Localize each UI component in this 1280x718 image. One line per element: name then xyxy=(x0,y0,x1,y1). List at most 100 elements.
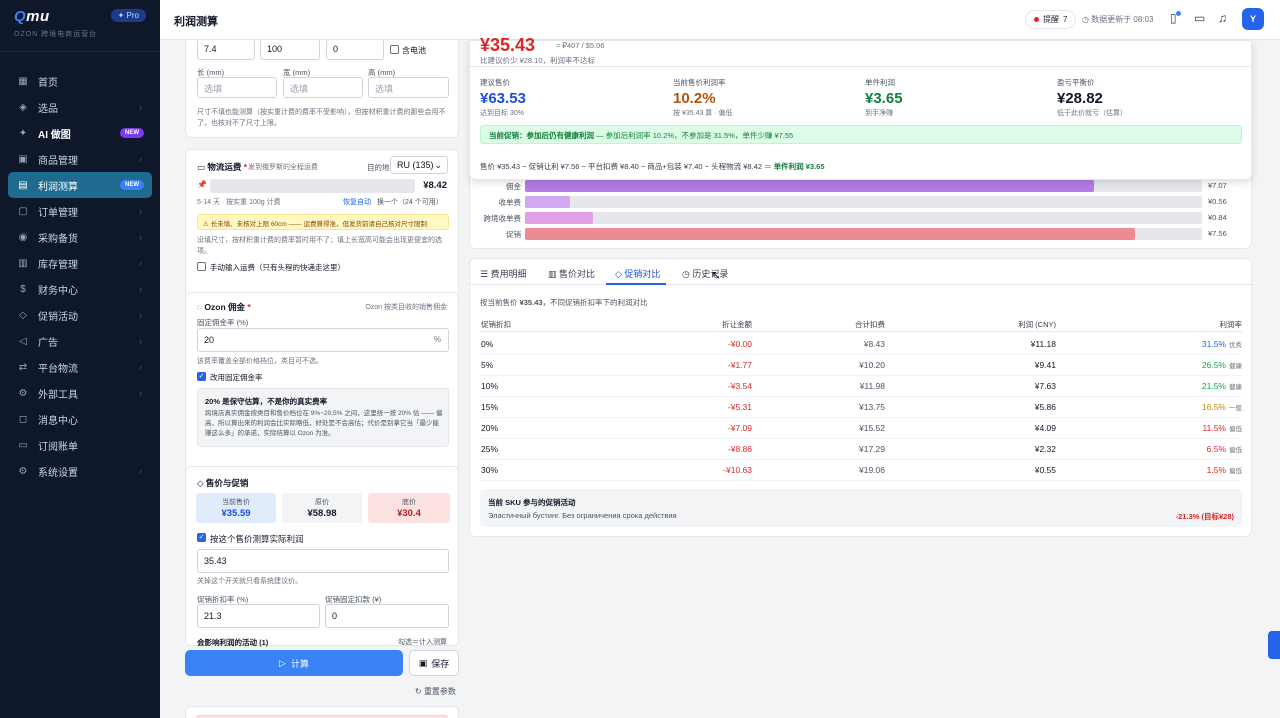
chevron-right-icon: › xyxy=(139,284,142,294)
commission-rate-input[interactable]: 20% xyxy=(197,328,449,352)
nav-icon: ▦ xyxy=(18,75,28,87)
chevron-right-icon: › xyxy=(139,336,142,346)
sidebar-item-10[interactable]: ◁ 广告 › xyxy=(8,328,152,354)
sidebar-item-6[interactable]: ◉ 采购备货 › xyxy=(8,224,152,250)
chat-icon[interactable]: ▭ xyxy=(1194,11,1206,25)
nav-icon: ◈ xyxy=(19,101,27,113)
fixed-deduction-input[interactable]: 0 xyxy=(325,604,449,628)
reminder-button[interactable]: 提醒 7 xyxy=(1025,10,1077,29)
weight-input[interactable]: 7.4 xyxy=(197,40,255,60)
affecting-activities-label: 会影响利润的活动 (1) xyxy=(197,638,269,647)
current-price-box: 当前售价 ¥35.59 xyxy=(196,493,276,523)
metric-3: 盈亏平衡价 ¥28.82 低于此价就亏（估算） xyxy=(1057,77,1127,118)
use-fixed-commission-label: 改用固定佣金率 xyxy=(210,373,263,382)
height-label: 高 (mm) xyxy=(368,68,396,77)
extra-input[interactable]: 0 xyxy=(326,40,384,60)
cell-margin: 16.5% 一般 xyxy=(1201,402,1242,412)
sidebar-item-0[interactable]: ▦ 首页 xyxy=(8,68,152,94)
pro-badge[interactable]: ✦ Pro xyxy=(110,9,146,22)
list-icon: ☰ xyxy=(480,269,491,279)
tab-promo-compare[interactable]: ◇ 促销对比 xyxy=(615,269,661,279)
sidebar-item-label: AI 做图 xyxy=(38,129,71,141)
sidebar-item-3[interactable]: ▣ 商品管理 › xyxy=(8,146,152,172)
metric-sub: 低于此价就亏（估算） xyxy=(1057,110,1127,117)
nav-icon: ▤ xyxy=(18,179,28,191)
use-fixed-commission-checkbox[interactable]: ✓ xyxy=(197,372,206,381)
sidebar-item-label: 选品 xyxy=(38,103,58,115)
tab-fee-details[interactable]: ☰ 费用明细 xyxy=(480,269,527,279)
avatar[interactable]: Y xyxy=(1242,8,1264,30)
chevron-right-icon: › xyxy=(139,310,142,320)
current-price-label: 当前售价 xyxy=(222,499,250,506)
sidebar-item-7[interactable]: ▥ 库存管理 › xyxy=(8,250,152,276)
header-discount-amount: 折让金额 xyxy=(722,320,752,329)
commission-box-text: 跨境店真实佣金按类目和售价档位在 9%~20.5% 之间，这里统一按 20% 估… xyxy=(205,410,443,437)
nav-icon: ✦ xyxy=(18,127,28,139)
calculate-button[interactable]: ▷ 计算 xyxy=(185,650,403,676)
fee-bar-fill xyxy=(525,212,593,224)
metric-label: 当前售价利润率 xyxy=(673,78,726,87)
chevron-right-icon: › xyxy=(139,206,142,216)
reset-params-button[interactable]: ↻ 重置参数 xyxy=(415,687,456,696)
discount-rate-input[interactable]: 21.3 xyxy=(197,604,320,628)
next-card xyxy=(185,706,459,718)
switch-carrier-link[interactable]: 换一个（24 个可用） xyxy=(377,199,443,206)
sidebar-item-5[interactable]: ▢ 订单管理 › xyxy=(8,198,152,224)
cell-discount-amount: -¥5.31 xyxy=(727,402,752,412)
sidebar-item-1[interactable]: ◈ 选品 › xyxy=(8,94,152,120)
sidebar-item-15[interactable]: ⚙ 系统设置 › xyxy=(8,458,152,484)
sale-price-input[interactable]: 35.43 xyxy=(197,549,449,573)
metric-label: 盈亏平衡价 xyxy=(1057,78,1095,87)
params-column: 7.4 100 0 含电池 长 (mm) 宽 (mm) 高 (mm) 选填 选填… xyxy=(185,40,459,718)
margin-tag: 优秀 xyxy=(1229,342,1242,349)
sidebar-item-2[interactable]: ✦ AI 做图 NEW xyxy=(8,120,152,146)
converted-price: ≈ ₽407 / $5.06 xyxy=(556,41,605,50)
width-input[interactable]: 选填 xyxy=(283,77,363,98)
sidebar-item-label: 系统设置 xyxy=(38,467,78,479)
battery-checkbox[interactable] xyxy=(390,45,399,54)
save-button[interactable]: ▣ 保存 xyxy=(409,650,459,676)
restore-auto-link[interactable]: 恢复自动 xyxy=(343,199,371,206)
discount-rate-label: 促销折扣率 (%) xyxy=(197,595,249,604)
margin-tag: 偏低 xyxy=(1229,447,1242,454)
sidebar-item-12[interactable]: ⚙ 外部工具 › xyxy=(8,380,152,406)
calc-by-price-checkbox[interactable]: ✓ xyxy=(197,533,206,542)
nav-icon: ▭ xyxy=(18,439,28,451)
sidebar-item-13[interactable]: ◻ 消息中心 xyxy=(8,406,152,432)
length-input[interactable]: 选填 xyxy=(197,77,277,98)
shipping-meta: 5-14 天 · 按实重 100g 计费 xyxy=(197,199,281,206)
activity-value: -21.3% (目标¥28) xyxy=(1175,512,1234,521)
logo[interactable]: Qmu xyxy=(14,8,50,25)
original-price-value: ¥58.98 xyxy=(307,508,337,519)
sidebar-item-label: 订单管理 xyxy=(38,207,78,219)
sidebar-item-label: 库存管理 xyxy=(38,259,78,271)
fee-bar-row: 跨境收单费 ¥0.84 xyxy=(470,212,1253,224)
sidebar-item-8[interactable]: $ 财务中心 › xyxy=(8,276,152,302)
manual-shipping-checkbox[interactable] xyxy=(197,262,206,271)
manual-shipping-label: 手动输入运费（只有头程的快递走这里） xyxy=(210,263,345,272)
sidebar-item-4[interactable]: ▤ 利润测算 NEW xyxy=(8,172,152,198)
floor-price-value: ¥30.4 xyxy=(397,508,421,519)
cell-profit: ¥7.63 xyxy=(1034,381,1056,391)
fee-bar-label: 促销 xyxy=(506,230,521,239)
sidebar-item-14[interactable]: ▭ 订阅账单 xyxy=(8,432,152,458)
sidebar-item-11[interactable]: ⇄ 平台物流 › xyxy=(8,354,152,380)
sidebar-item-9[interactable]: ◇ 促销活动 › xyxy=(8,302,152,328)
side-help-tab[interactable] xyxy=(1268,631,1280,659)
fee-bar-label: 跨境收单费 xyxy=(483,214,522,223)
table-header: 促销折扣 折让金额 合计扣费 利润 (CNY) 利润率 xyxy=(480,317,1242,332)
bell-icon[interactable]: ♫ xyxy=(1218,11,1227,25)
tab-price-compare[interactable]: ▥ 售价对比 xyxy=(548,269,596,279)
qty-input[interactable]: 100 xyxy=(260,40,320,60)
topbar: 利润测算 提醒 7 ◷ 数据更新于 08:03 ▯ ▭ ♫ Y xyxy=(160,0,1280,40)
tab-bar: ☰ 费用明细 ▥ 售价对比 ◇ 促销对比 ◷ 历史记录 xyxy=(470,259,1253,285)
tab-history[interactable]: ◷ 历史记录 xyxy=(682,269,729,279)
height-input[interactable]: 选填 xyxy=(368,77,449,98)
sidebar-item-label: 外部工具 xyxy=(38,389,78,401)
metric-label: 建议售价 xyxy=(480,78,510,87)
book-icon[interactable]: ▯ xyxy=(1170,11,1177,25)
destination-select[interactable]: RU (135) ⌄ xyxy=(390,156,448,174)
sidebar-item-label: 消息中心 xyxy=(38,415,78,427)
metric-value: ¥3.65 xyxy=(865,90,903,107)
fee-bar-track xyxy=(525,212,1202,224)
